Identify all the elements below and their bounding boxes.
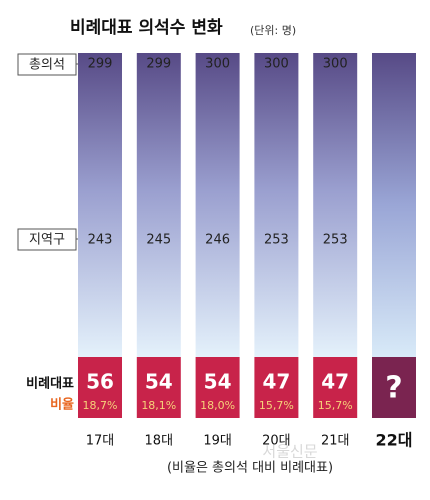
label-box [17, 228, 77, 251]
x-tick-label: 19대 [203, 434, 232, 449]
ratio-value: 18,7% [83, 399, 118, 412]
total-value: 300 [264, 57, 289, 72]
x-tick-label: 21대 [321, 434, 350, 449]
placeholder: ? [385, 371, 402, 406]
total-value: 300 [205, 57, 230, 72]
proportional-box [78, 357, 122, 418]
proportional-box [372, 357, 416, 418]
ratio-value: 18,1% [141, 399, 176, 412]
district-value: 246 [205, 233, 230, 248]
watermark: 서울신문 [262, 443, 317, 461]
total-bar [195, 53, 240, 357]
x-tick-label: 22대 [376, 431, 413, 450]
proportional-value: 54 [145, 370, 173, 394]
x-tick-label: 18대 [145, 434, 174, 449]
proportional-box [136, 357, 181, 418]
row-label: 총의석 [29, 58, 65, 73]
district-value: 253 [264, 233, 289, 248]
ratio-value: 15,7% [259, 399, 294, 412]
row-label: 비례대표 [26, 376, 74, 392]
district-value: 253 [323, 233, 348, 248]
x-tick-label: 17대 [86, 434, 115, 449]
total-value: 300 [323, 57, 348, 72]
district-value: 243 [88, 233, 113, 248]
total-bar [254, 53, 299, 357]
total-bar [136, 53, 181, 357]
total-bar [313, 53, 358, 357]
proportional-box [313, 357, 358, 418]
chart-subtitle: (단위: 명) [250, 24, 296, 37]
total-bar [372, 53, 416, 357]
proportional-value: 47 [262, 370, 290, 394]
district-value: 245 [146, 233, 171, 248]
chart-title: 비례대표 의석수 변화 [70, 18, 223, 38]
proportional-value: 54 [204, 370, 232, 394]
proportional-box [195, 357, 240, 418]
row-label: 비율 [50, 397, 74, 413]
x-tick-label: 20대 [262, 434, 291, 449]
total-value: 299 [146, 57, 171, 72]
proportional-value: 47 [321, 370, 349, 394]
proportional-value: 56 [86, 370, 114, 394]
proportional-box [254, 357, 299, 418]
total-value: 299 [88, 57, 113, 72]
ratio-value: 15,7% [318, 399, 353, 412]
row-label: 지역구 [29, 233, 65, 248]
label-box [17, 53, 77, 76]
total-bar [78, 53, 122, 357]
footnote: (비율은 총의석 대비 비례대표) [167, 461, 333, 476]
ratio-value: 18,0% [200, 399, 235, 412]
